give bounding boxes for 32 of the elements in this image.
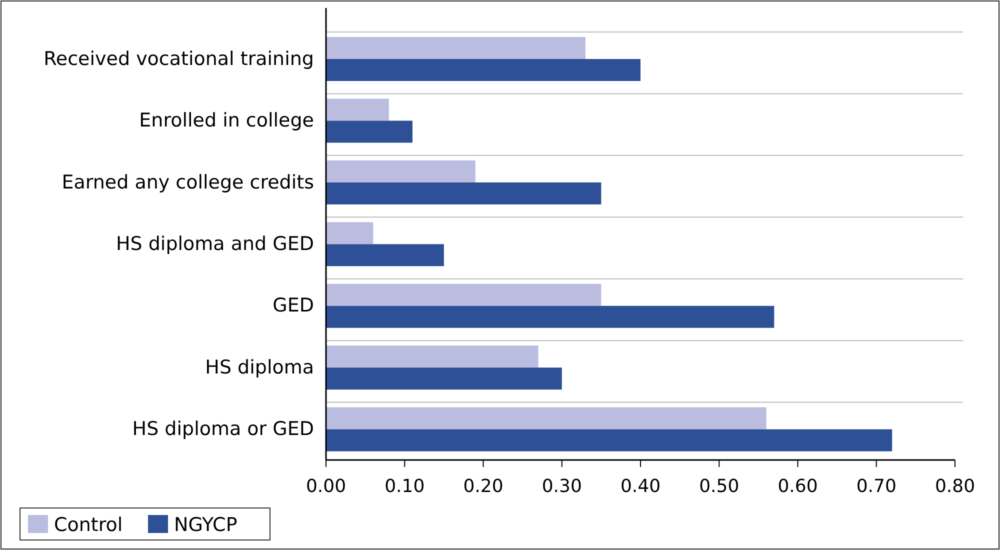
bar: [326, 182, 602, 204]
y-tick-label: HS diploma or GED: [132, 418, 314, 440]
bar: [326, 429, 892, 452]
bar: [326, 98, 389, 121]
bar: [326, 407, 766, 430]
y-tick-label: Enrolled in college: [139, 110, 314, 132]
x-tick-label: 0.00: [306, 476, 346, 497]
y-tick-label: GED: [272, 294, 314, 317]
bar: [326, 346, 538, 368]
bar: [326, 306, 774, 328]
bar: [326, 120, 412, 143]
bar: [326, 368, 562, 390]
bar: [326, 244, 444, 266]
x-tick-label: 0.60: [778, 476, 818, 497]
y-tick-label: HS diploma: [205, 356, 314, 378]
x-tick-label: 0.20: [463, 476, 504, 497]
bar: [326, 59, 640, 81]
y-tick-label: HS diploma and GED: [116, 233, 314, 255]
bar: [326, 222, 374, 244]
x-tick-label: 0.80: [934, 476, 976, 497]
y-tick-label: Earned any college credits: [62, 171, 314, 194]
legend-label: NGYCP: [174, 514, 238, 536]
bar: [326, 284, 602, 306]
bar: [326, 37, 586, 59]
bar: [326, 160, 476, 182]
x-tick-label: 0.40: [620, 476, 661, 497]
x-tick-label: 0.30: [542, 476, 582, 497]
x-tick-label: 0.50: [699, 476, 740, 497]
y-tick-label: Received vocational training: [44, 48, 314, 70]
x-tick-label: 0.10: [384, 476, 425, 497]
x-tick-label: 0.70: [856, 476, 896, 497]
legend-label: Control: [54, 514, 123, 536]
